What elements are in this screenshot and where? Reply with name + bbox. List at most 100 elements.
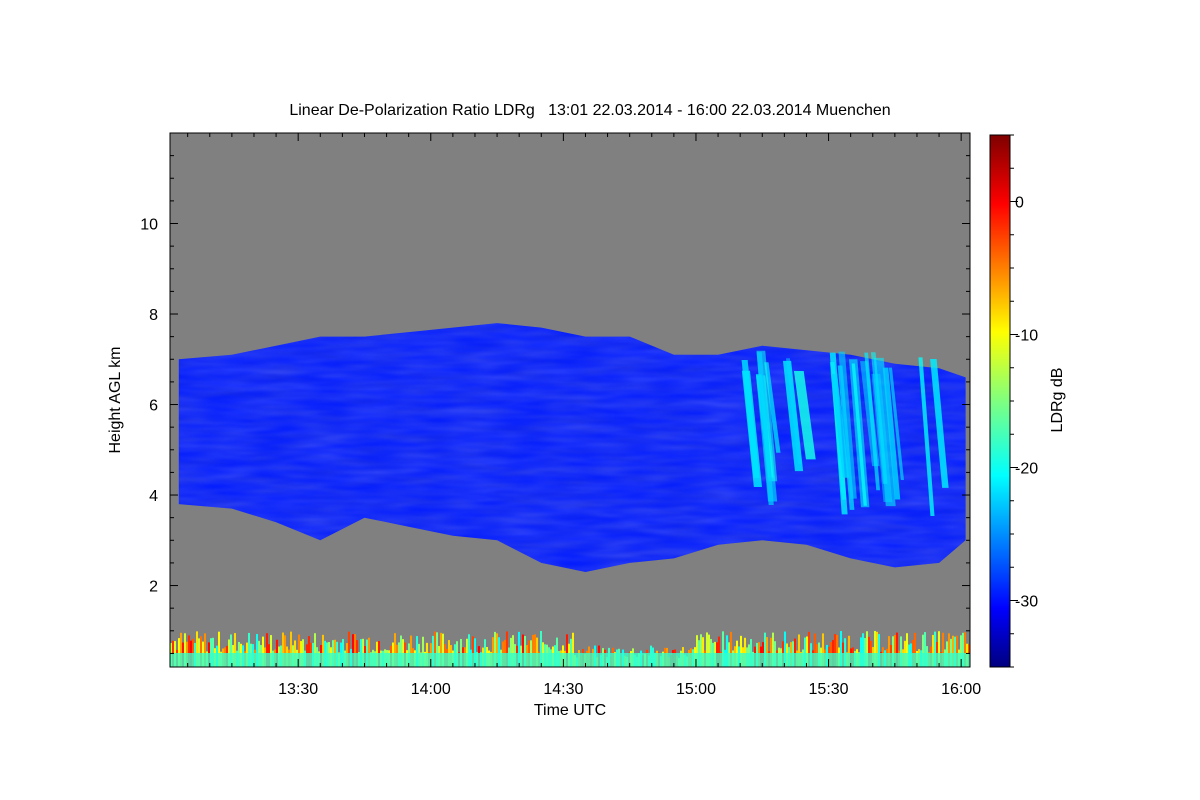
surface-stripe [422, 636, 424, 667]
colorbar-tick-label: -10 [1015, 328, 1038, 345]
surface-stripe [192, 638, 194, 667]
surface-stripe [498, 637, 500, 667]
surface-stripe [722, 631, 724, 667]
chart-title: Linear De-Polarization Ratio LDRg 13:01 … [289, 102, 890, 119]
surface-stripe [512, 635, 514, 667]
surface-stripe [834, 634, 836, 667]
surface-stripe [410, 635, 412, 667]
surface-stripe [210, 638, 212, 667]
surface-stripe [354, 634, 356, 667]
surface-stripe [248, 632, 250, 667]
surface-stripe [234, 633, 236, 667]
surface-stripe [726, 635, 728, 667]
surface-stripe [282, 632, 284, 667]
colorbar-tick-label: -20 [1015, 461, 1038, 478]
surface-stripe [866, 631, 868, 667]
surface-stripe [952, 635, 954, 667]
enhanced-ldr-streak [741, 370, 763, 488]
surface-stripe [266, 633, 268, 667]
surface-stripe [436, 632, 438, 667]
surface-stripe [804, 637, 806, 667]
surface-stripe [878, 634, 880, 667]
enhanced-ldr-streak [888, 367, 904, 481]
colorbar-label: LDRg dB [1049, 368, 1066, 433]
surface-stripe [416, 636, 418, 667]
surface-stripe [964, 632, 966, 667]
surface-stripe [572, 632, 574, 667]
surface-stripe [298, 634, 300, 667]
surface-stripe [718, 636, 720, 667]
surface-stripe [960, 635, 962, 667]
surface-stripe [196, 631, 198, 667]
surface-stripe [432, 635, 434, 667]
surface-stripe [440, 632, 442, 667]
surface-stripe [314, 633, 316, 667]
surface-stripe [352, 634, 354, 667]
x-tick-label: 16:00 [941, 681, 981, 698]
surface-stripe [924, 632, 926, 667]
surface-stripe [270, 635, 272, 667]
colorbar-tick-label: -30 [1015, 594, 1038, 611]
x-tick-label: 13:30 [278, 681, 318, 698]
surface-stripe [494, 631, 496, 667]
surface-stripe [888, 636, 890, 667]
surface-stripe [474, 638, 476, 667]
y-axis: 2 4 6 8 10 [140, 155, 970, 654]
surface-stripe [212, 637, 214, 667]
surface-stripe [806, 636, 808, 667]
surface-stripe [772, 632, 774, 667]
enhanced-ldr-streak [830, 373, 850, 478]
surface-stripe [308, 636, 310, 667]
surface-stripe [798, 634, 800, 667]
x-tick-label: 14:30 [543, 681, 583, 698]
surface-stripe [932, 634, 934, 667]
surface-stripe [472, 636, 474, 667]
surface-stripe [894, 634, 896, 667]
surface-stripe [840, 631, 842, 667]
surface-stripe [708, 634, 710, 667]
surface-stripe [556, 637, 558, 667]
surface-stripe [518, 631, 520, 667]
surface-stripe [730, 631, 732, 667]
surface-stripe [938, 631, 940, 667]
surface-stripe [950, 638, 952, 667]
surface-stripe [808, 631, 810, 667]
surface-stripe [188, 635, 190, 667]
surface-stripe [218, 631, 220, 667]
surface-stripe [942, 632, 944, 667]
surface-stripe [836, 634, 838, 667]
surface-stripe [540, 630, 542, 667]
surface-stripe [290, 631, 292, 667]
y-axis-label: Height AGL km [107, 346, 124, 453]
surface-stripe [914, 632, 916, 667]
colorbar-tick-label: 0 [1015, 195, 1024, 212]
surface-stripe [434, 631, 436, 667]
x-axis-label: Time UTC [534, 702, 606, 719]
x-tick-label: 15:30 [809, 681, 849, 698]
surface-stripe [874, 630, 876, 667]
surface-stripe [906, 633, 908, 667]
surface-stripe [948, 633, 950, 667]
surface-stripe [848, 635, 850, 667]
surface-stripe [534, 634, 536, 667]
enhanced-ldr-streak [871, 373, 893, 503]
enhanced-ldr-streak [756, 352, 774, 506]
enhanced-ldr-streak [793, 371, 816, 460]
surface-stripe [860, 637, 862, 667]
surface-stripe [368, 637, 370, 667]
surface-stripe [876, 631, 878, 667]
surface-stripe [460, 638, 462, 667]
surface-stripe [814, 633, 816, 667]
colorbar-axis: 0 -10 -20 -30 [1010, 134, 1038, 668]
surface-stripe [954, 636, 956, 667]
enhanced-ldr-streak [918, 357, 935, 517]
surface-stripe [702, 637, 704, 667]
surface-stripe [706, 632, 708, 667]
surface-stripe [744, 637, 746, 667]
surface-stripe [200, 636, 202, 667]
surface-stripe [468, 634, 470, 667]
x-axis: 13:30 14:00 14:30 15:00 15:30 16:00 [187, 133, 981, 698]
enhanced-ldr-streak [785, 358, 802, 464]
surface-stripe [362, 638, 364, 667]
